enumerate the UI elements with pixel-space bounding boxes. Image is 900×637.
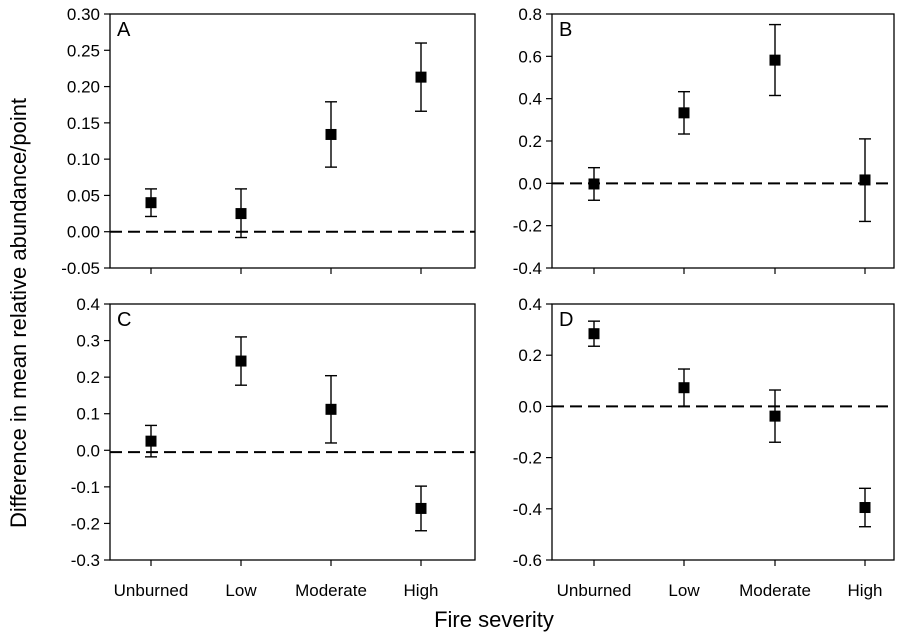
x-tick-label: Moderate	[739, 581, 811, 600]
panel-frame	[551, 13, 895, 269]
data-point	[325, 403, 337, 415]
panel-letter: B	[559, 19, 572, 41]
data-point	[859, 502, 871, 514]
y-tick-label: -0.6	[513, 551, 542, 570]
y-tick-label: 0.30	[67, 5, 100, 24]
y-tick-label: 0.00	[67, 223, 100, 242]
x-axis-title: Fire severity	[434, 607, 554, 632]
panel-frame	[109, 303, 476, 561]
y-tick-label: 0.2	[518, 346, 542, 365]
data-point	[678, 382, 690, 394]
y-tick-label: 0.25	[67, 41, 100, 60]
x-tick-label: Moderate	[295, 581, 367, 600]
y-tick-label: 0.4	[76, 295, 100, 314]
y-tick-label: 0.8	[518, 5, 542, 24]
y-tick-label: 0.05	[67, 186, 100, 205]
y-tick-label: 0.0	[518, 174, 542, 193]
panel-c: C -0.3 -0.2 -0.1 0.0 0.1 0.2 0.3 0.4 Unburned Low M…	[71, 295, 476, 600]
y-tick-label: -0.4	[513, 259, 542, 278]
data-point	[145, 197, 157, 209]
y-tick-label: 0.0	[518, 397, 542, 416]
y-tick-label: 0.6	[518, 47, 542, 66]
x-tick-label: High	[848, 581, 883, 600]
y-tick-label: -0.2	[513, 217, 542, 236]
y-tick-label: 0.15	[67, 114, 100, 133]
data-point	[415, 71, 427, 83]
y-tick-label: 0.0	[76, 441, 100, 460]
y-tick-label: -0.3	[71, 551, 100, 570]
y-tick-label: -0.1	[71, 478, 100, 497]
y-tick-label: -0.4	[513, 500, 542, 519]
data-point	[145, 435, 157, 447]
data-point	[235, 355, 247, 367]
data-point	[325, 128, 337, 140]
y-tick-label: -0.2	[513, 449, 542, 468]
data-point	[588, 178, 600, 190]
y-tick-label: -0.05	[61, 259, 100, 278]
y-tick-label: 0.1	[76, 405, 100, 424]
y-tick-label: 0.2	[518, 132, 542, 151]
panel-frame	[109, 13, 476, 269]
panels: A -0.05 0.00 0.05 0.10 0.15 0.20 0.25 0.30 B -0.4 -…	[61, 5, 895, 600]
y-tick-label: 0.4	[518, 295, 542, 314]
x-tick-label: High	[404, 581, 439, 600]
y-tick-label: 0.10	[67, 150, 100, 169]
panel-a: A -0.05 0.00 0.05 0.10 0.15 0.20 0.25 0.30	[61, 5, 476, 278]
panel-letter: D	[559, 309, 573, 331]
panel-d: D -0.6 -0.4 -0.2 0.0 0.2 0.4 Unburned Low Moderat…	[513, 295, 895, 600]
data-point	[769, 410, 781, 422]
x-tick-label: Unburned	[557, 581, 632, 600]
data-point	[415, 502, 427, 514]
x-tick-label: Unburned	[114, 581, 189, 600]
panel-frame	[551, 303, 895, 561]
data-point	[859, 174, 871, 186]
y-tick-label: 0.20	[67, 78, 100, 97]
x-tick-label: Low	[668, 581, 700, 600]
y-axis-title: Difference in mean relative abundance/po…	[6, 98, 31, 528]
data-point	[678, 107, 690, 119]
y-tick-label: 0.4	[518, 90, 542, 109]
panel-letter: A	[117, 19, 131, 41]
data-point	[588, 328, 600, 340]
data-point	[235, 208, 247, 220]
panel-letter: C	[117, 309, 131, 331]
y-tick-label: 0.2	[76, 368, 100, 387]
data-point	[769, 54, 781, 66]
y-tick-label: -0.2	[71, 514, 100, 533]
panel-b: B -0.4 -0.2 0.0 0.2 0.4 0.6 0.8	[513, 5, 895, 278]
y-tick-label: 0.3	[76, 332, 100, 351]
x-tick-label: Low	[225, 581, 257, 600]
